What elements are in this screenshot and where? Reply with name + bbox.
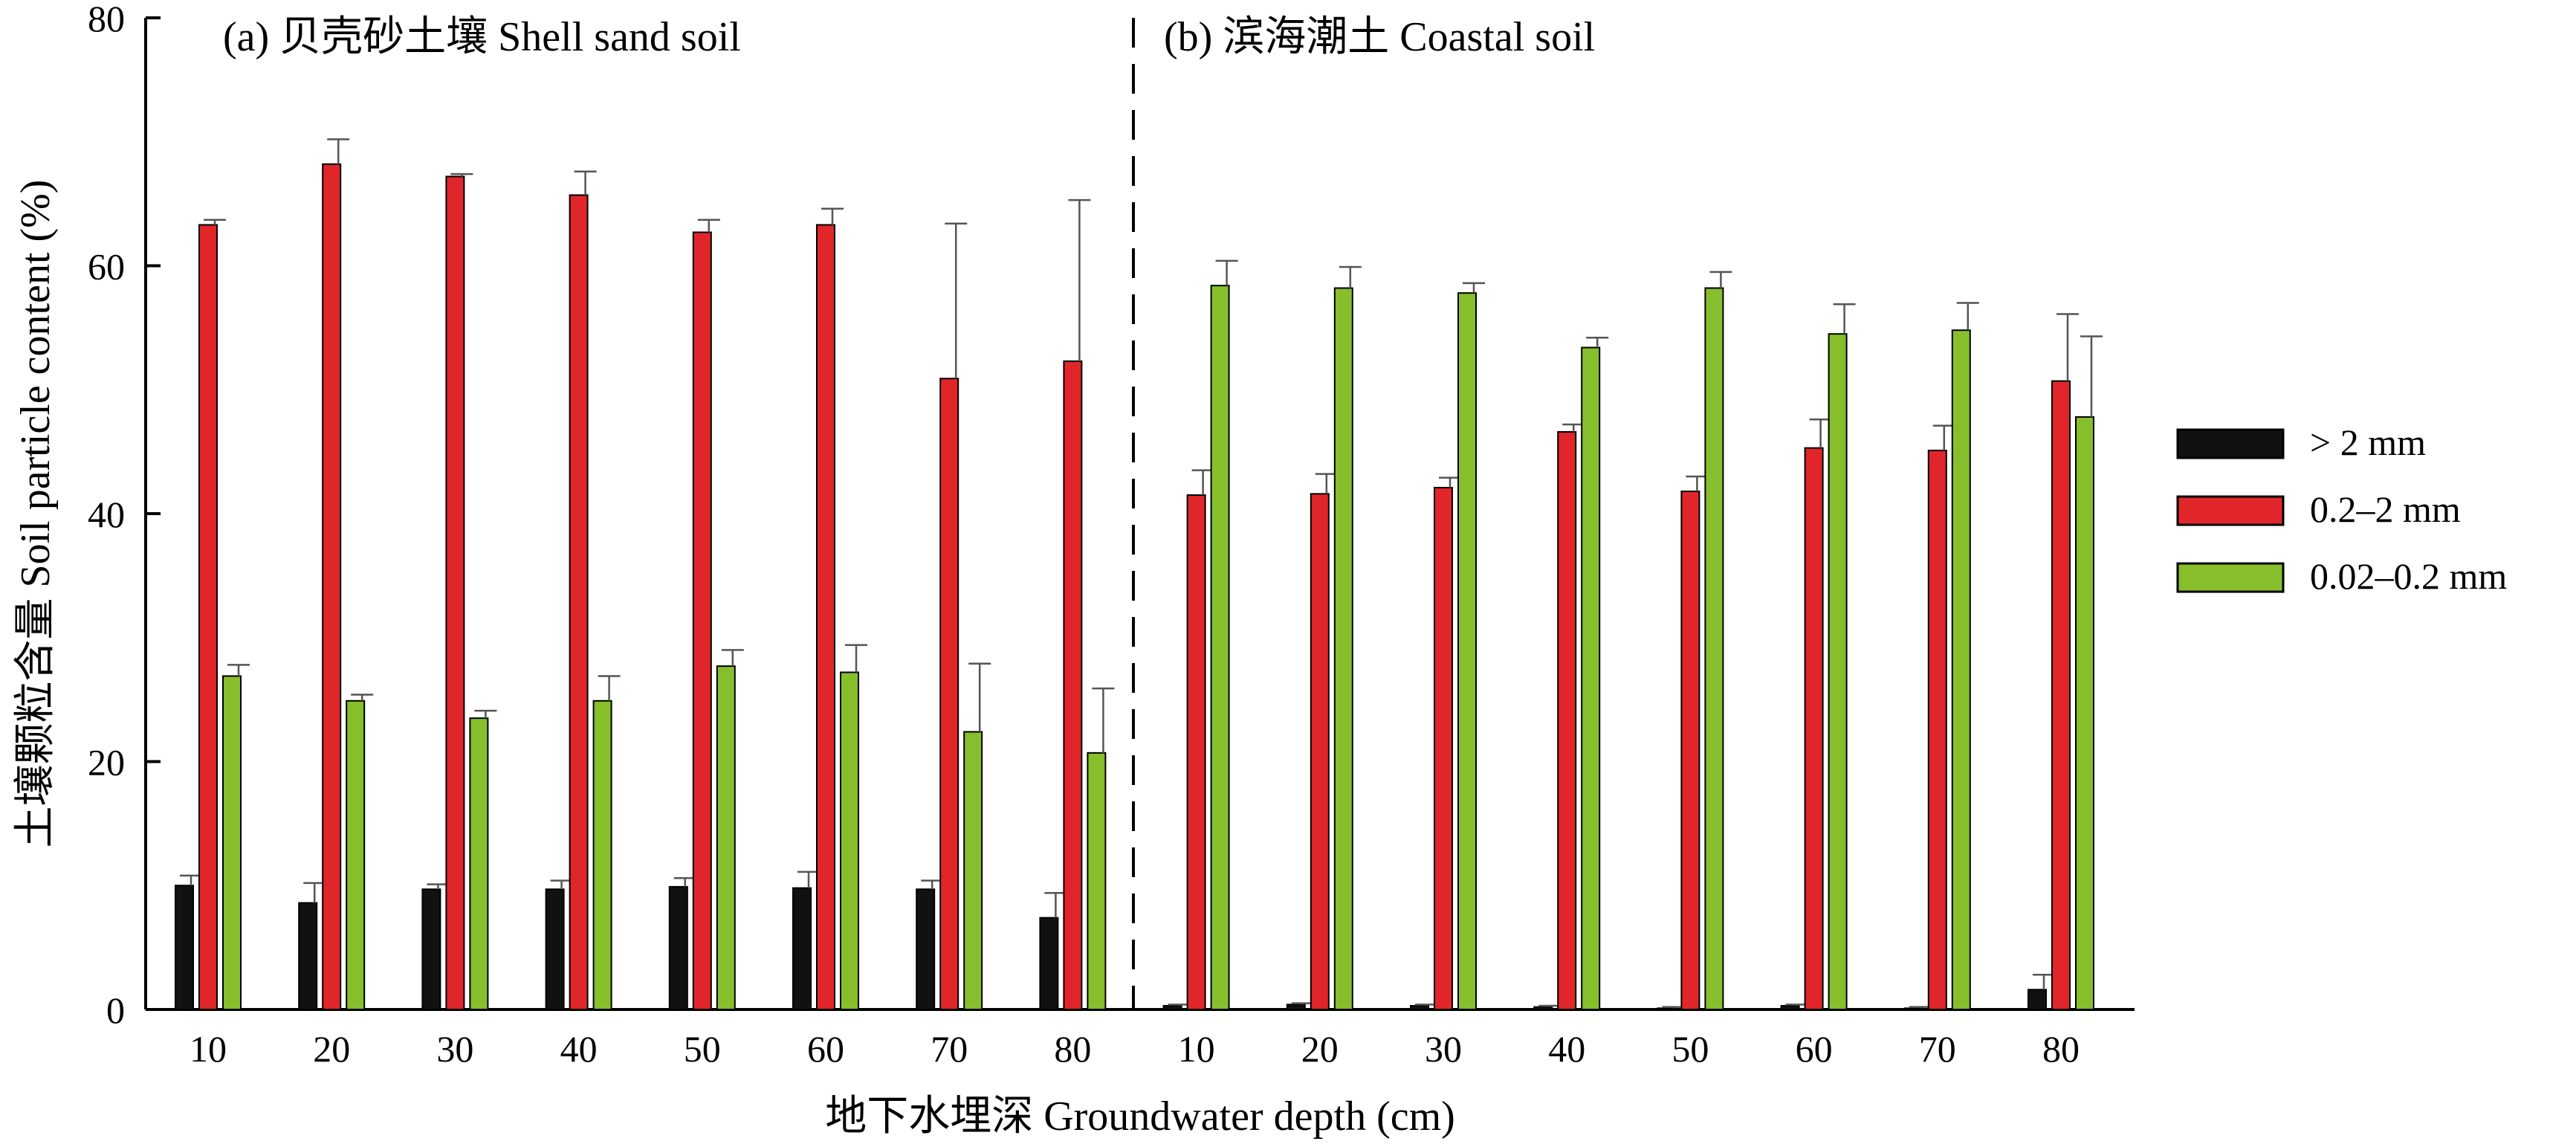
x-tick-label: 60 — [1796, 1028, 1833, 1070]
bar-gt2mm — [1286, 1004, 1306, 1010]
bar-0.2-2mm — [1063, 360, 1083, 1010]
bar-0.2-2mm — [445, 175, 465, 1011]
y-axis-title: 土壤颗粒含量 Soil particle content (%) — [13, 180, 59, 848]
bar-gt2mm — [1533, 1006, 1553, 1011]
bar-0.2-2mm — [692, 231, 712, 1010]
bar-0.2-2mm — [569, 194, 589, 1010]
y-tick-label: 60 — [88, 246, 125, 288]
x-ticks: 10 20 30 40 50 60 70 80 10 20 30 40 50 60 70 80 — [190, 1028, 2080, 1070]
y-tick-label: 40 — [88, 494, 125, 535]
x-tick-label: 70 — [931, 1028, 968, 1070]
x-tick-label: 20 — [1301, 1028, 1339, 1070]
x-tick-label: 10 — [1178, 1028, 1215, 1070]
bar-gt2mm — [1780, 1004, 1800, 1011]
bar-0.02-0.2mm — [1704, 287, 1724, 1010]
bar-0.02-0.2mm — [2075, 416, 2094, 1010]
x-tick-label: 80 — [2042, 1028, 2080, 1070]
bar-gt2mm — [792, 887, 812, 1010]
bar-gt2mm — [545, 888, 565, 1010]
bar-0.02-0.2mm — [1210, 285, 1230, 1010]
bar-0.2-2mm — [2051, 380, 2071, 1010]
panel-a-title: (a) 贝壳砂土壤 Shell sand soil — [223, 14, 741, 60]
legend-swatch-0.2-2mm — [2176, 495, 2285, 526]
bar-gt2mm — [421, 888, 441, 1010]
bar-0.2-2mm — [816, 224, 835, 1010]
bar-0.02-0.2mm — [963, 731, 983, 1010]
x-tick-label: 10 — [190, 1028, 227, 1070]
bar-0.02-0.2mm — [469, 717, 489, 1010]
bar-0.2-2mm — [1310, 493, 1330, 1010]
bar-0.02-0.2mm — [1087, 752, 1107, 1010]
x-tick-label: 30 — [436, 1028, 473, 1070]
y-tick-label: 20 — [88, 742, 125, 783]
bar-0.02-0.2mm — [716, 665, 736, 1010]
bar-0.02-0.2mm — [1333, 287, 1353, 1010]
bar-0.2-2mm — [1557, 430, 1577, 1010]
bar-gt2mm — [298, 902, 318, 1010]
bars — [175, 138, 2103, 1011]
bar-gt2mm — [1410, 1004, 1429, 1011]
legend: > 2 mm 0.2–2 mm 0.02–0.2 mm — [2176, 421, 2507, 597]
bar-0.2-2mm — [322, 163, 342, 1010]
x-tick-label: 60 — [807, 1028, 844, 1070]
panel-b-title: (b) 滨海潮土 Coastal soil — [1164, 14, 1595, 60]
legend-swatch-gt2mm — [2176, 428, 2285, 459]
bar-gt2mm — [1039, 917, 1059, 1010]
y-ticks: 0 20 40 60 80 — [88, 0, 161, 1031]
bar-gt2mm — [1657, 1007, 1677, 1011]
x-tick-label: 30 — [1425, 1028, 1462, 1070]
x-tick-label: 50 — [684, 1028, 721, 1070]
bar-gt2mm — [668, 885, 688, 1010]
x-axis-title: 地下水埋深 Groundwater depth (cm) — [825, 1093, 1455, 1140]
bar-gt2mm — [1903, 1007, 1923, 1011]
bar-0.2-2mm — [939, 378, 959, 1010]
bar-0.02-0.2mm — [1457, 292, 1477, 1010]
bar-0.02-0.2mm — [1828, 333, 1848, 1010]
bar-gt2mm — [175, 885, 194, 1010]
x-tick-label: 40 — [560, 1028, 598, 1070]
x-tick-label: 80 — [1054, 1028, 1091, 1070]
legend-swatch-0.02-0.2mm — [2176, 562, 2285, 593]
x-tick-label: 40 — [1548, 1028, 1585, 1070]
legend-label-0.02-0.2mm: 0.02–0.2 mm — [2310, 555, 2507, 597]
bar-0.2-2mm — [1804, 447, 1824, 1010]
bar-gt2mm — [1162, 1004, 1182, 1011]
x-tick-label: 70 — [1919, 1028, 1956, 1070]
bar-0.02-0.2mm — [592, 699, 612, 1010]
bar-gt2mm — [2028, 989, 2047, 1010]
bar-0.2-2mm — [1186, 494, 1206, 1010]
bar-0.02-0.2mm — [222, 675, 242, 1010]
bar-0.2-2mm — [1927, 449, 1947, 1010]
bar-0.02-0.2mm — [346, 699, 366, 1010]
legend-label-0.2-2mm: 0.2–2 mm — [2310, 488, 2461, 530]
y-tick-label: 0 — [106, 989, 125, 1031]
bar-0.02-0.2mm — [840, 671, 859, 1010]
bar-0.2-2mm — [1680, 490, 1700, 1010]
bar-0.02-0.2mm — [1581, 346, 1601, 1010]
x-tick-label: 50 — [1672, 1028, 1709, 1070]
x-tick-label: 20 — [313, 1028, 350, 1070]
bar-0.2-2mm — [1434, 486, 1453, 1010]
legend-label-gt2mm: > 2 mm — [2310, 421, 2426, 463]
bar-0.2-2mm — [198, 224, 218, 1010]
bar-0.02-0.2mm — [1951, 329, 1971, 1010]
bar-gt2mm — [916, 888, 936, 1010]
y-tick-label: 80 — [88, 0, 125, 39]
